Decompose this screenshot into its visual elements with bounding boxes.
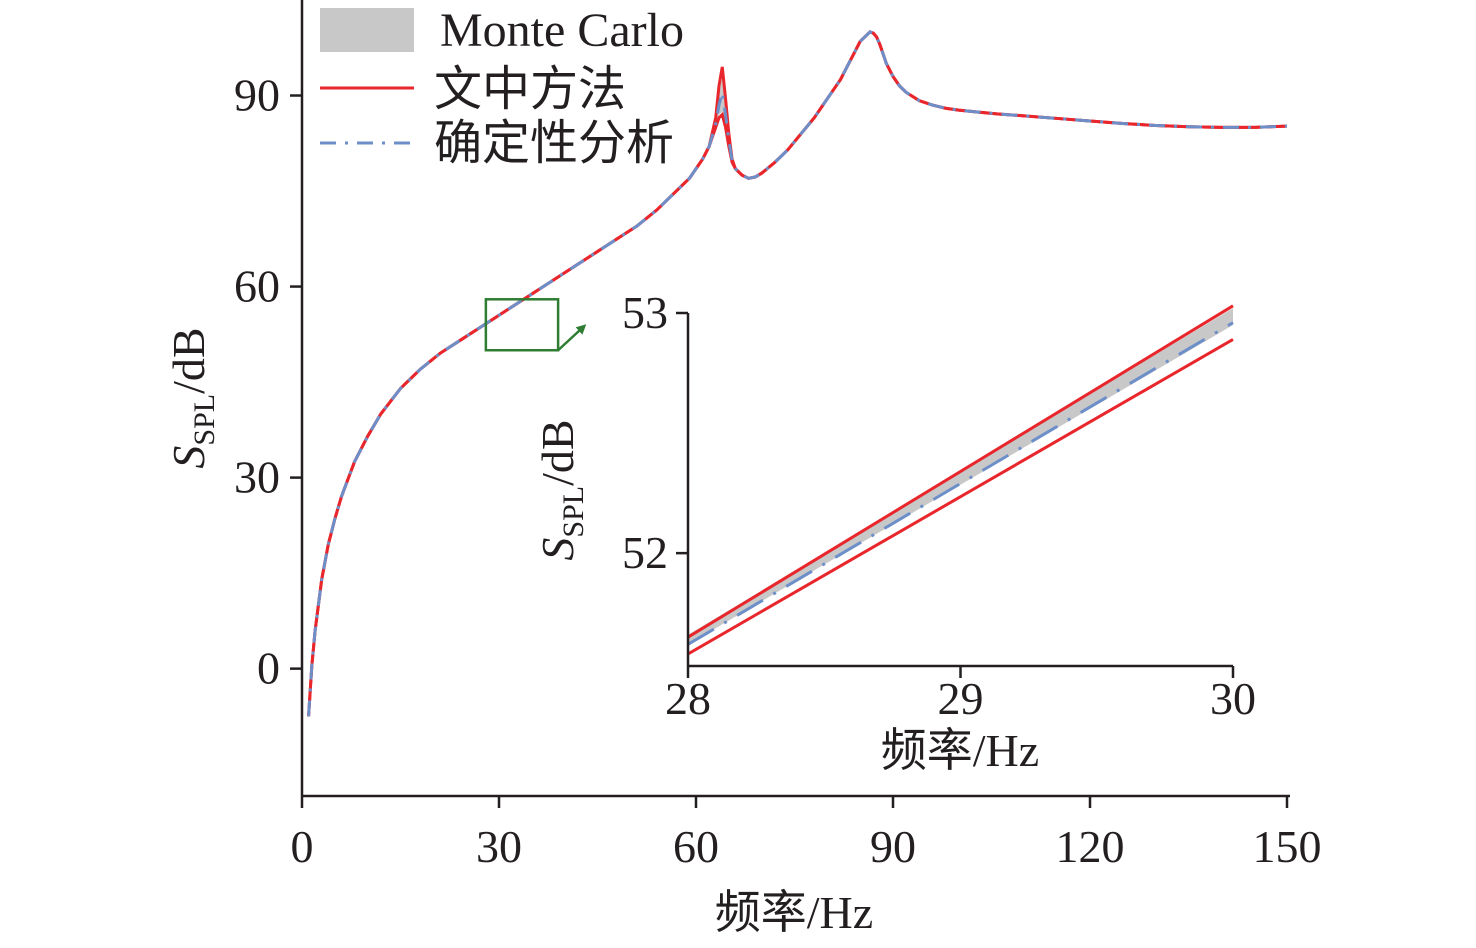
inset-x-tick-label: 29 bbox=[938, 673, 984, 724]
main-y-axis-title: SSPL/dB bbox=[163, 327, 221, 468]
legend: Monte Carlo 文中方法 确定性分析 bbox=[320, 4, 684, 170]
inset-monte-carlo-band bbox=[688, 308, 1233, 645]
zoom-arrow bbox=[557, 324, 587, 352]
inset-y-axis-title-subscript: SPL bbox=[557, 486, 590, 538]
inset-y-axis-title-symbol: S bbox=[532, 538, 583, 561]
main-y-tick-label: 30 bbox=[234, 452, 280, 503]
main-y-axis-title-symbol: S bbox=[163, 446, 214, 469]
inset-plot: 28 29 30 52 53 频率/Hz SSPL/dB bbox=[532, 287, 1256, 776]
svg-text:SSPL/dB: SSPL/dB bbox=[532, 419, 590, 560]
inset-x-tick-label: 30 bbox=[1210, 673, 1256, 724]
zoom-region-box bbox=[484, 298, 560, 352]
main-x-axis-title: 频率/Hz bbox=[715, 887, 873, 938]
inset-y-axis-title-unit: /dB bbox=[532, 419, 583, 485]
svg-text:SSPL/dB: SSPL/dB bbox=[163, 327, 221, 468]
legend-swatch-monte-carlo bbox=[320, 8, 414, 52]
main-y-tick-label: 90 bbox=[234, 70, 280, 121]
main-x-tick-label: 30 bbox=[476, 821, 522, 872]
inset-y-axis-title: SSPL/dB bbox=[532, 419, 590, 560]
main-x-tick-label: 90 bbox=[870, 821, 916, 872]
main-y-axis-title-subscript: SPL bbox=[188, 394, 221, 446]
inset-method-lower-line bbox=[688, 338, 1234, 656]
legend-label-monte-carlo: Monte Carlo bbox=[440, 4, 684, 57]
main-deterministic-line bbox=[307, 30, 1288, 717]
inset-y-tick-label: 52 bbox=[622, 527, 668, 578]
legend-label-method: 文中方法 bbox=[434, 63, 626, 116]
main-y-tick-label: 0 bbox=[257, 643, 280, 694]
inset-method-upper-line bbox=[688, 304, 1234, 639]
inset-y-tick-label: 53 bbox=[622, 287, 668, 338]
main-x-tick-label: 150 bbox=[1253, 821, 1322, 872]
main-y-axis-title-unit: /dB bbox=[163, 327, 214, 393]
main-x-tick-label: 120 bbox=[1056, 821, 1125, 872]
main-x-tick-label: 0 bbox=[291, 821, 314, 872]
inset-deterministic-line bbox=[688, 321, 1234, 646]
legend-label-deterministic: 确定性分析 bbox=[434, 117, 674, 170]
inset-x-tick-label: 28 bbox=[665, 673, 711, 724]
main-x-tick-label: 60 bbox=[673, 821, 719, 872]
inset-x-axis-title: 频率/Hz bbox=[881, 725, 1039, 776]
main-y-tick-label: 60 bbox=[234, 261, 280, 312]
